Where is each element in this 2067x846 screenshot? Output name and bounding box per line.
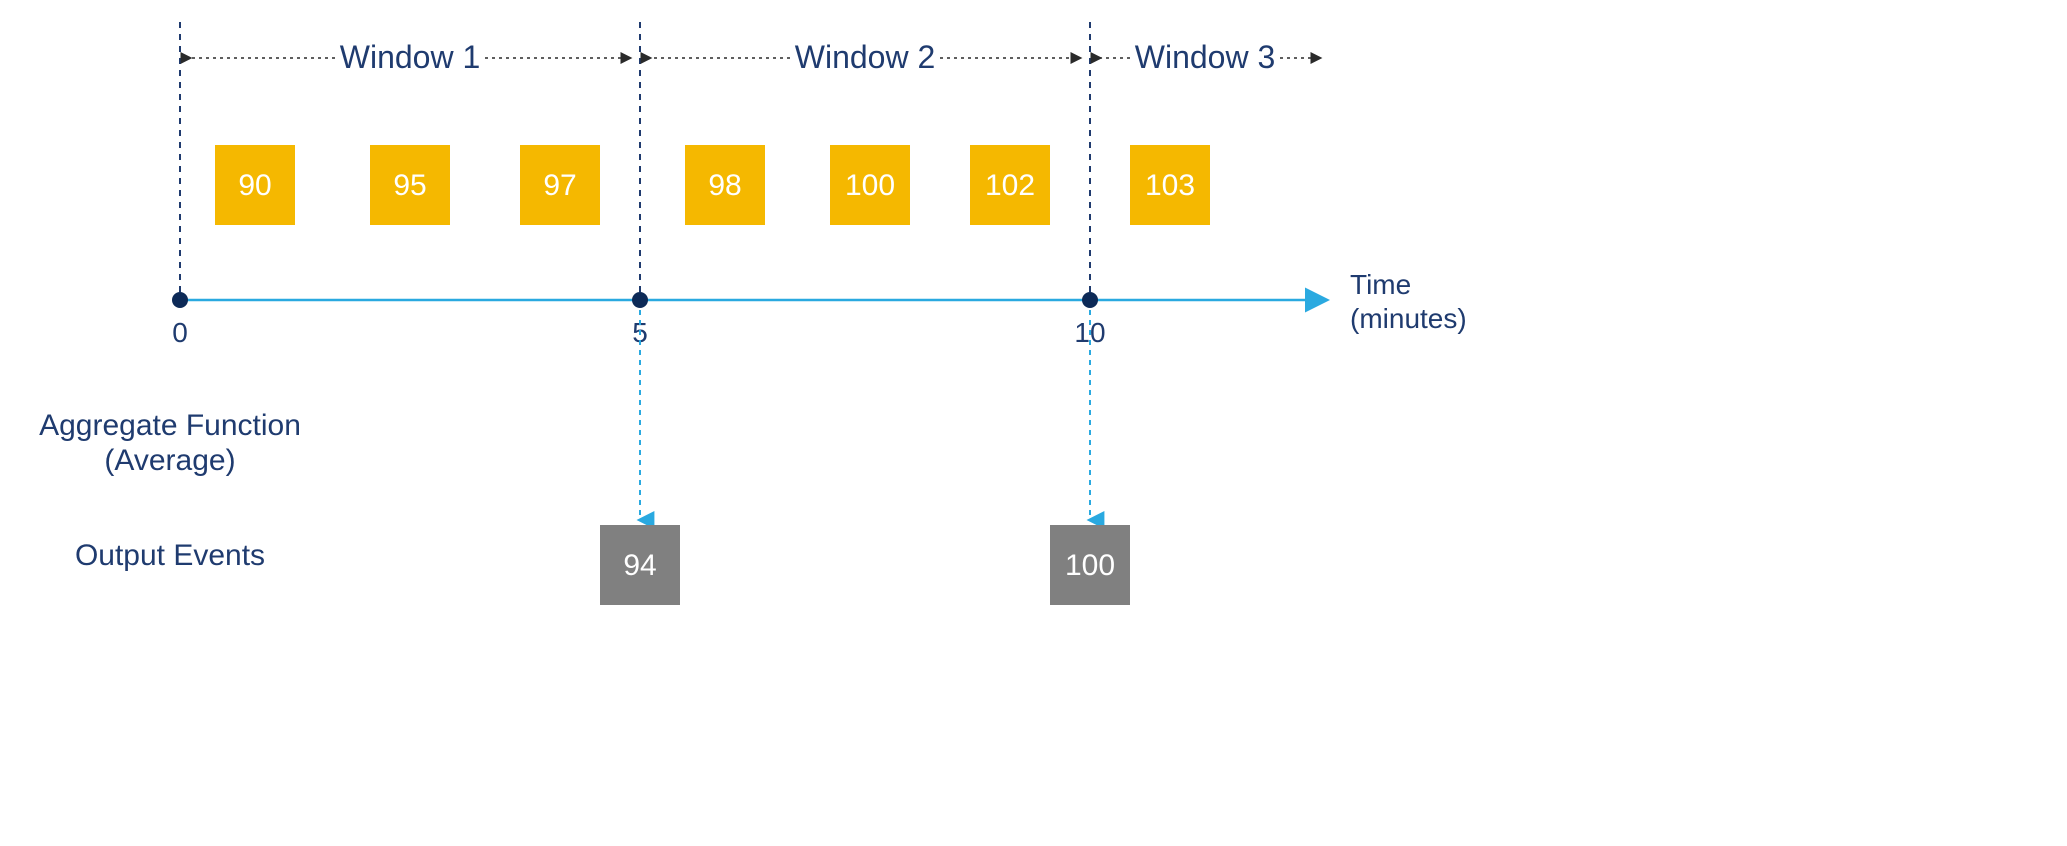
event-value-0: 90 xyxy=(238,169,271,202)
aggregate-label-line1: Aggregate Function xyxy=(39,409,301,442)
event-value-1: 95 xyxy=(393,169,426,202)
output-value-1: 100 xyxy=(1065,549,1115,582)
output-value-0: 94 xyxy=(623,549,656,582)
tick-dot-1 xyxy=(632,292,648,308)
window-label-2: Window 3 xyxy=(1135,39,1276,75)
event-value-6: 103 xyxy=(1145,169,1195,202)
window-label-1: Window 2 xyxy=(795,39,936,75)
event-value-5: 102 xyxy=(985,169,1035,202)
aggregate-label-line2: (Average) xyxy=(104,444,235,477)
axis-label-line1: Time xyxy=(1350,269,1411,300)
tick-label-0: 0 xyxy=(172,317,188,348)
window-label-0: Window 1 xyxy=(340,39,481,75)
tick-dot-0 xyxy=(172,292,188,308)
diagram-root: Window 1 Window 2 Window 3 90 95 97 98 100 102 10… xyxy=(0,0,2067,640)
diagram-svg: Window 1 Window 2 Window 3 90 95 97 98 100 102 10… xyxy=(0,0,1550,640)
output-events-label: Output Events xyxy=(75,539,265,572)
tick-dot-2 xyxy=(1082,292,1098,308)
event-value-4: 100 xyxy=(845,169,895,202)
event-value-2: 97 xyxy=(543,169,576,202)
event-value-3: 98 xyxy=(708,169,741,202)
axis-label-line2: (minutes) xyxy=(1350,303,1467,334)
